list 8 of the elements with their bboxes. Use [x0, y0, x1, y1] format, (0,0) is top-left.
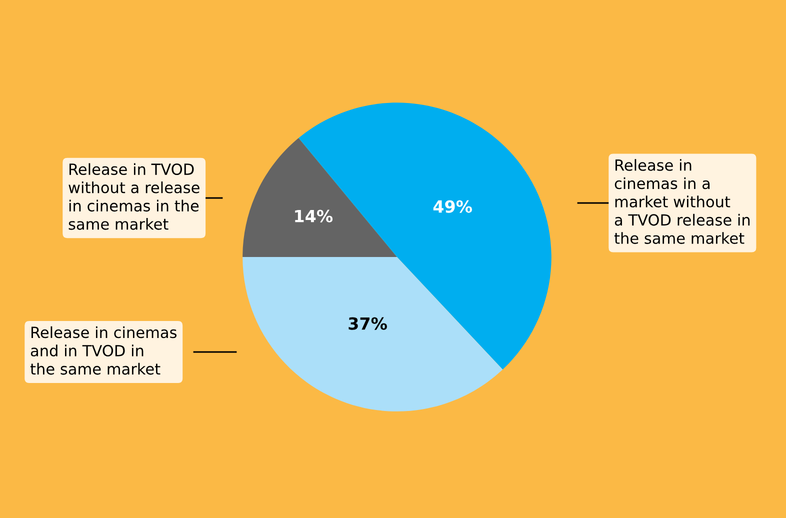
- data-label: 14%: [295, 210, 333, 222]
- slice-label: Release in TVOD without a release in cinemas in the same market: [68, 163, 200, 230]
- data-label: 37%: [348, 317, 387, 330]
- pie-slice: [242, 257, 503, 412]
- slice-label: Release in cinemas and in TVOD in the same market: [30, 326, 177, 375]
- data-label: 49%: [433, 200, 472, 213]
- slice-label: Release in cinemas in a market without a TVOD release in the same market: [614, 159, 750, 244]
- pie-slice: [242, 138, 397, 257]
